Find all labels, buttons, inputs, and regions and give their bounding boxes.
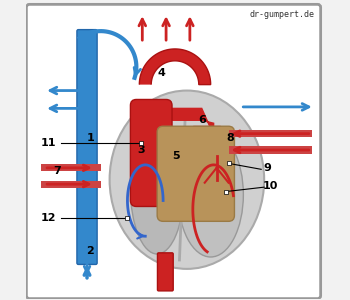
- Text: dr-gumpert.de: dr-gumpert.de: [250, 10, 315, 19]
- FancyBboxPatch shape: [158, 253, 173, 291]
- Text: 10: 10: [262, 181, 278, 191]
- Text: 9: 9: [263, 163, 271, 173]
- Text: 2: 2: [86, 246, 94, 256]
- FancyBboxPatch shape: [229, 130, 312, 137]
- Text: 7: 7: [54, 166, 62, 176]
- PathPatch shape: [139, 49, 211, 85]
- FancyBboxPatch shape: [77, 30, 97, 264]
- Text: 12: 12: [41, 213, 56, 224]
- Ellipse shape: [110, 91, 264, 269]
- Text: 1: 1: [86, 133, 94, 143]
- FancyBboxPatch shape: [41, 181, 101, 188]
- Text: 5: 5: [173, 151, 180, 161]
- Text: 4: 4: [158, 68, 166, 78]
- Text: 3: 3: [137, 145, 145, 155]
- Text: 11: 11: [41, 138, 56, 148]
- Ellipse shape: [131, 123, 184, 254]
- Text: 8: 8: [226, 133, 234, 143]
- FancyBboxPatch shape: [157, 126, 234, 221]
- FancyBboxPatch shape: [26, 4, 321, 298]
- Polygon shape: [136, 108, 214, 135]
- FancyBboxPatch shape: [41, 164, 101, 171]
- Text: 6: 6: [198, 115, 206, 125]
- Ellipse shape: [178, 132, 243, 257]
- FancyBboxPatch shape: [131, 100, 172, 206]
- FancyBboxPatch shape: [229, 146, 312, 154]
